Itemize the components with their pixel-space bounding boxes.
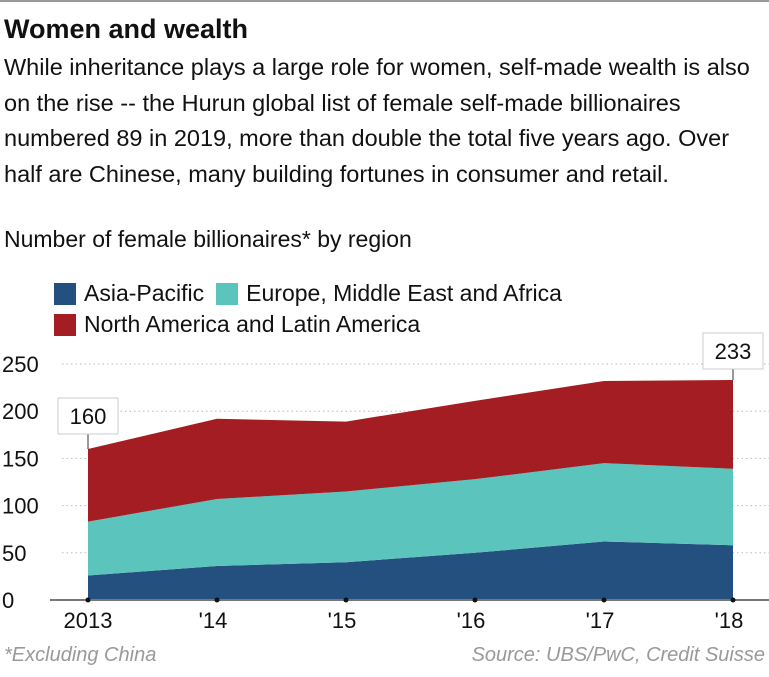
legend-label-emea: Europe, Middle East and Africa <box>246 280 562 306</box>
annotation-box <box>702 332 764 370</box>
x-tick-label: '18 <box>715 608 744 633</box>
area-north-america-and-latin-america <box>88 380 733 522</box>
legend-row-1: Asia-Pacific Europe, Middle East and Afr… <box>54 280 562 307</box>
legend-label-americas: North America and Latin America <box>84 311 421 337</box>
area-chart: 0 50 100 150 200 250 2013 '14 '15 '16 '17 '18 160 233 <box>2 332 769 633</box>
subtitle: While inheritance plays a large role for… <box>4 54 750 187</box>
chart-title: Number of female billionaires* by region <box>4 226 412 252</box>
x-tick-dot <box>601 597 607 603</box>
x-tick-label: '16 <box>457 608 486 633</box>
legend-swatch-emea <box>216 282 239 305</box>
x-tick-dot <box>472 597 478 603</box>
y-tick-label: 100 <box>2 494 39 519</box>
area-europe-middle-east-and-africa <box>88 463 733 576</box>
x-tick-label: '15 <box>328 608 357 633</box>
y-tick-label: 250 <box>2 352 39 377</box>
legend-row-2: North America and Latin America <box>54 311 420 338</box>
y-tick-label: 50 <box>2 541 26 566</box>
x-tick-dot <box>85 597 91 603</box>
y-tick-label: 0 <box>2 588 14 613</box>
annotation-box <box>57 397 119 435</box>
annotation-label: 160 <box>70 404 107 429</box>
x-tick-label: '17 <box>586 608 615 633</box>
x-tick-label: 2013 <box>64 608 113 633</box>
y-tick-label: 200 <box>2 399 39 424</box>
y-tick-label: 150 <box>2 446 39 471</box>
x-tick-dot <box>730 597 736 603</box>
footnote: *Excluding China <box>4 644 157 666</box>
source: Source: UBS/PwC, Credit Suisse <box>471 644 765 666</box>
legend-swatch-asia <box>54 282 76 305</box>
annotation-label: 233 <box>715 339 752 364</box>
x-tick-dot <box>343 597 349 603</box>
x-tick-label: '14 <box>199 608 228 633</box>
area-asia-pacific <box>88 541 733 600</box>
legend-swatch-americas <box>54 313 76 336</box>
legend-label-asia: Asia-Pacific <box>84 280 205 306</box>
title: Women and wealth <box>4 14 249 44</box>
top-rule <box>0 0 769 2</box>
x-tick-dot <box>214 597 220 603</box>
